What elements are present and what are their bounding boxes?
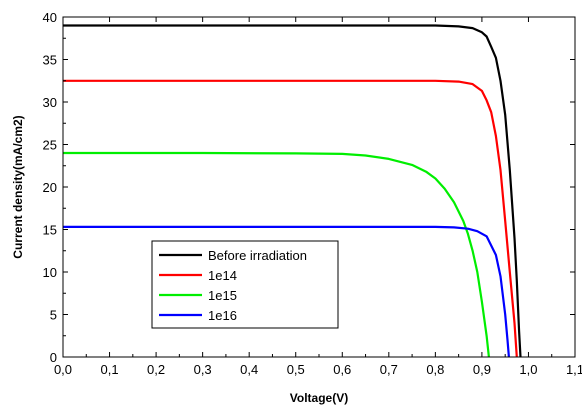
series-line-2 [63, 151, 490, 357]
legend-label-0: Before irradiation [208, 248, 307, 263]
x-tick-label: 0,0 [54, 362, 72, 377]
y-tick-label: 5 [50, 308, 57, 323]
x-tick-label: 0,3 [194, 362, 212, 377]
x-axis-title: Voltage(V) [290, 391, 348, 405]
series-line-3 [63, 225, 510, 357]
y-tick-label: 25 [43, 138, 57, 153]
x-tick-label: 0,9 [473, 362, 491, 377]
y-axis: 0 5 10 15 20 25 30 35 40 [43, 10, 575, 365]
series-layer [63, 24, 522, 357]
x-tick-label: 0,1 [101, 362, 119, 377]
x-tick-label: 1,1 [566, 362, 582, 377]
x-tick-label: 0,4 [240, 362, 258, 377]
series-line-0 [63, 24, 522, 357]
x-tick-label: 1,0 [519, 362, 537, 377]
x-tick-label: 0,6 [333, 362, 351, 377]
y-tick-label: 40 [43, 10, 57, 25]
y-tick-label: 30 [43, 95, 57, 110]
x-tick-label: 0,5 [287, 362, 305, 377]
y-tick-label: 0 [50, 350, 57, 365]
legend: Before irradiation 1e14 1e15 1e16 [151, 240, 339, 329]
x-tick-label: 0,2 [147, 362, 165, 377]
x-axis: 0,0 0,1 0,2 0,3 0,4 0,5 0,6 0,7 0,8 0,9 1,0 1,1 [54, 17, 582, 377]
y-tick-label: 10 [43, 265, 57, 280]
y-tick-label: 15 [43, 223, 57, 238]
y-tick-label: 20 [43, 180, 57, 195]
x-tick-label: 0,7 [380, 362, 398, 377]
x-tick-label: 0,8 [426, 362, 444, 377]
y-tick-label: 35 [43, 53, 57, 68]
series-line-1 [63, 79, 518, 357]
legend-label-3: 1e16 [208, 308, 237, 323]
y-axis-title: Current density(mA/cm2) [11, 115, 25, 258]
legend-label-2: 1e15 [208, 288, 237, 303]
legend-label-1: 1e14 [208, 268, 237, 283]
